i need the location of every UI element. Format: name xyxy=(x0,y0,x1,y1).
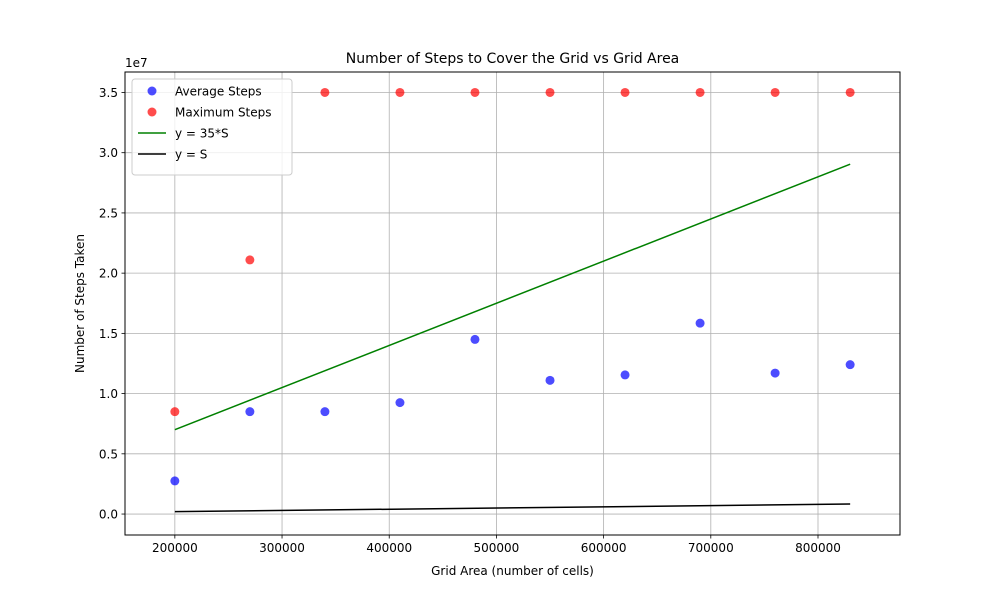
data-point-series-0 xyxy=(170,476,180,486)
legend-swatch-marker xyxy=(147,86,157,96)
plot-data xyxy=(170,87,855,513)
series-line-2 xyxy=(174,163,851,431)
data-point-series-1 xyxy=(170,407,180,417)
data-point-series-1 xyxy=(845,87,855,97)
chart-title: Number of Steps to Cover the Grid vs Gri… xyxy=(346,51,680,67)
x-tick-label: 800000 xyxy=(795,541,841,555)
data-point-series-0 xyxy=(545,375,555,385)
data-point-series-0 xyxy=(245,407,255,417)
data-point-series-1 xyxy=(695,87,705,97)
y-tick-label: 2.5 xyxy=(99,206,118,220)
x-tick-label: 200000 xyxy=(152,541,198,555)
y-tick-label: 3.5 xyxy=(99,86,118,100)
data-point-series-1 xyxy=(620,87,630,97)
y-tick-label: 1.0 xyxy=(99,387,118,401)
legend-swatch-marker xyxy=(147,107,157,117)
data-point-series-1 xyxy=(470,87,480,97)
data-point-series-0 xyxy=(620,370,630,380)
data-point-series-1 xyxy=(245,255,255,265)
y-tick-label: 0.5 xyxy=(99,447,118,461)
axis-ticks: 200000 300000 400000 500000 600000 700000 8000… xyxy=(99,86,841,555)
y-tick-label: 1.5 xyxy=(99,327,118,341)
y-axis-offset-label: 1e7 xyxy=(125,56,148,70)
data-point-series-1 xyxy=(545,87,555,97)
data-point-series-1 xyxy=(320,87,330,97)
x-tick-label: 300000 xyxy=(259,541,305,555)
data-point-series-0 xyxy=(320,407,330,417)
data-point-series-0 xyxy=(695,318,705,328)
data-point-series-0 xyxy=(395,398,405,408)
legend-entry-label: Average Steps xyxy=(175,85,262,99)
x-axis-label: Grid Area (number of cells) xyxy=(431,564,594,578)
grid xyxy=(125,72,900,535)
y-tick-label: 3.0 xyxy=(99,146,118,160)
legend-entry-label: Maximum Steps xyxy=(175,106,272,120)
x-tick-label: 400000 xyxy=(366,541,412,555)
x-tick-label: 500000 xyxy=(474,541,520,555)
data-point-series-0 xyxy=(470,334,480,344)
data-point-series-1 xyxy=(395,87,405,97)
y-axis-label: Number of Steps Taken xyxy=(73,234,87,373)
data-point-series-0 xyxy=(845,360,855,370)
x-tick-label: 700000 xyxy=(688,541,734,555)
y-tick-label: 2.0 xyxy=(99,267,118,281)
legend-entry-label: y = S xyxy=(175,148,207,162)
plot-frame xyxy=(124,71,901,536)
data-point-series-0 xyxy=(770,368,780,378)
x-tick-label: 600000 xyxy=(581,541,627,555)
data-point-series-1 xyxy=(770,87,780,97)
legend-frame xyxy=(131,78,293,176)
legend: Average Steps Maximum Steps y = 35*S y = S xyxy=(131,78,293,176)
legend-entry-label: y = 35*S xyxy=(175,127,229,141)
series-line-3 xyxy=(174,503,851,513)
y-tick-label: 0.0 xyxy=(99,508,118,522)
